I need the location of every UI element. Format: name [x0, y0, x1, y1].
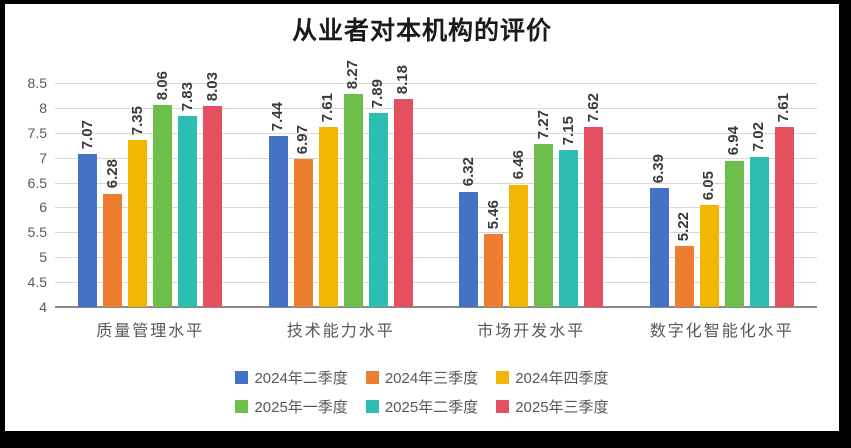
legend-item: 2025年三季度 — [496, 396, 609, 417]
bar-2024年三季度-技术能力水平 — [293, 159, 313, 307]
legend-series-label: 2024年三季度 — [384, 370, 479, 387]
bar-2024年四季度-市场开发水平 — [509, 184, 529, 307]
legend-swatch-icon — [235, 371, 249, 384]
bar-value-label: 7.15 — [559, 116, 577, 146]
bar-value-label: 6.39 — [650, 153, 668, 184]
bar-2025年三季度-市场开发水平 — [584, 126, 604, 307]
y-axis-tick-label: 4 — [39, 299, 47, 315]
bar-value-label: 7.35 — [128, 106, 146, 136]
legend-swatch-icon — [365, 400, 379, 413]
bar-2025年二季度-技术能力水平 — [368, 113, 388, 307]
legend-series-label: 2024年二季度 — [254, 370, 348, 387]
legend-swatch-icon — [365, 371, 379, 384]
legend-series-label: 2025年一季度 — [254, 399, 348, 416]
y-axis-tick-label: 5.5 — [27, 224, 47, 241]
gridline — [55, 207, 817, 209]
bar-value-label: 7.44 — [269, 101, 287, 131]
legend-item: 2024年四季度 — [496, 367, 609, 388]
bar-value-label: 6.32 — [459, 157, 477, 187]
y-axis-tick-label: 5 — [39, 249, 47, 266]
legend-row: 2025年一季度 2025年二季度 2025年三季度 — [235, 396, 609, 417]
bar-2024年三季度-市场开发水平 — [484, 234, 504, 307]
bar-value-label: 5.46 — [484, 200, 502, 230]
gridline — [55, 257, 817, 259]
bar-value-label: 7.61 — [775, 93, 793, 123]
legend: 2024年二季度 2024年三季度 2024年四季度 2025年一季度 2025年二季度… — [5, 367, 839, 417]
gridline — [55, 107, 817, 109]
bar-value-label: 7.89 — [369, 79, 387, 109]
legend-series-label: 2024年四季度 — [515, 370, 609, 387]
y-axis-tick-label: 6 — [39, 199, 47, 216]
x-axis-category-label: 质量管理水平 — [96, 323, 205, 340]
legend-row: 2024年二季度 2024年三季度 2024年四季度 — [235, 367, 609, 388]
bar-2025年二季度-市场开发水平 — [559, 150, 579, 307]
bar-2025年二季度-数字化智能化水平 — [749, 156, 769, 307]
bar-value-label: 6.05 — [700, 170, 718, 200]
bar-2024年二季度-数字化智能化水平 — [649, 188, 669, 307]
gridline — [55, 232, 817, 234]
bar-2024年二季度-市场开发水平 — [459, 191, 479, 307]
legend-item: 2024年二季度 — [235, 367, 348, 388]
bar-2025年三季度-数字化智能化水平 — [774, 127, 794, 307]
bar-2025年二季度-质量管理水平 — [178, 116, 198, 307]
bar-2024年四季度-数字化智能化水平 — [699, 204, 719, 307]
bar-value-label: 7.07 — [78, 119, 96, 150]
gridline — [55, 83, 817, 84]
bar-value-label: 6.46 — [509, 150, 527, 180]
bar-2025年一季度-技术能力水平 — [343, 94, 363, 307]
y-axis-tick-label: 4.5 — [27, 274, 47, 291]
bar-value-label: 6.28 — [103, 159, 121, 189]
gridline — [55, 182, 817, 184]
bar-value-label: 6.97 — [294, 124, 312, 155]
bar-2025年一季度-市场开发水平 — [534, 144, 554, 307]
y-axis-tick-label: 8 — [39, 99, 47, 116]
bar-value-label: 7.27 — [534, 110, 552, 140]
x-axis-line — [55, 306, 817, 308]
y-axis-tick-label: 7.5 — [27, 124, 47, 141]
bar-value-label: 8.06 — [153, 70, 171, 100]
bar-2025年三季度-质量管理水平 — [203, 106, 223, 307]
y-axis-tick-label: 6.5 — [27, 174, 47, 191]
bar-2024年二季度-质量管理水平 — [78, 154, 98, 307]
gridline — [55, 157, 817, 159]
legend-item: 2025年二季度 — [365, 396, 479, 417]
x-axis-category-label: 数字化智能化水平 — [649, 323, 794, 340]
legend-item: 2025年一季度 — [235, 396, 348, 417]
bar-value-label: 5.22 — [675, 212, 693, 242]
legend-item: 2024年三季度 — [365, 367, 479, 388]
bar-2024年四季度-质量管理水平 — [128, 140, 148, 307]
bar-value-label: 7.02 — [750, 122, 768, 152]
chart-canvas: 从业者对本机构的评价 8.5 8 7.5 7 6.5 6 5.5 5 4.5 4 7.07 6.28… — [5, 4, 839, 431]
plot-area: 7.07 6.28 7.35 8.06 7.83 8.03 7.44 6.97 7.61 8.27… — [55, 60, 817, 308]
x-axis-category-label: 市场开发水平 — [477, 323, 586, 340]
bar-value-label: 7.83 — [178, 82, 196, 112]
bar-2024年三季度-质量管理水平 — [103, 193, 123, 307]
bar-2024年二季度-技术能力水平 — [268, 135, 288, 307]
bar-2024年四季度-技术能力水平 — [318, 127, 338, 307]
y-axis-labels: 8.5 8 7.5 7 6.5 6 5.5 5 4.5 4 — [5, 75, 47, 315]
bar-2024年三季度-数字化智能化水平 — [674, 246, 694, 307]
bar-value-label: 8.18 — [394, 64, 412, 94]
bar-2025年一季度-数字化智能化水平 — [724, 160, 744, 307]
bar-value-label: 7.62 — [584, 92, 602, 122]
legend-swatch-icon — [496, 371, 510, 384]
gridline — [55, 282, 817, 284]
legend-series-label: 2025年二季度 — [384, 399, 479, 416]
bar-value-label: 8.03 — [203, 72, 221, 102]
bar-value-label: 8.27 — [344, 60, 362, 90]
bar-value-label: 6.94 — [725, 126, 743, 156]
y-axis-tick-label: 7 — [39, 149, 47, 166]
legend-swatch-icon — [496, 400, 510, 413]
chart-title: 从业者对本机构的评价 — [291, 17, 552, 45]
legend-series-label: 2025年三季度 — [515, 399, 609, 416]
y-axis-tick-label: 8.5 — [27, 75, 47, 91]
x-axis-labels: 质量管理水平 技术能力水平 市场开发水平 数字化智能化水平 — [55, 317, 817, 341]
bar-2025年一季度-质量管理水平 — [153, 104, 173, 307]
legend-swatch-icon — [235, 400, 249, 413]
bar-2025年三季度-技术能力水平 — [393, 98, 413, 307]
gridline — [55, 132, 817, 134]
x-axis-category-label: 技术能力水平 — [286, 323, 395, 340]
bar-value-label: 7.61 — [319, 93, 337, 123]
